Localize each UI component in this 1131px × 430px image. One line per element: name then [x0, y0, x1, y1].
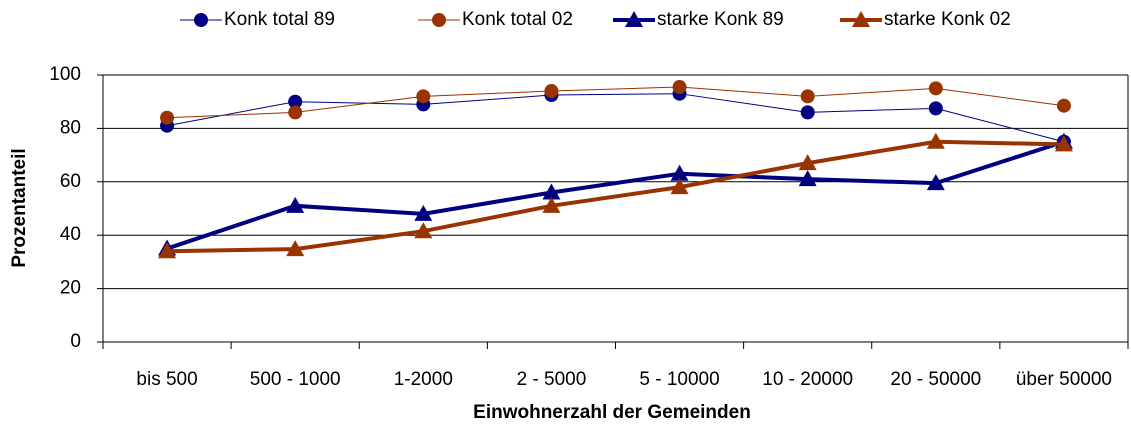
- data-point: [800, 89, 815, 104]
- legend-marker: [852, 11, 870, 27]
- data-point: [1054, 135, 1073, 152]
- y-tick-label: 20: [60, 278, 81, 299]
- series-line: [167, 139, 1064, 254]
- data-point: [414, 222, 433, 239]
- series-line: [167, 86, 1065, 119]
- y-axis-title: Prozentanteil: [9, 148, 30, 267]
- y-tick-label: 60: [60, 171, 81, 192]
- data-point: [798, 154, 817, 171]
- data-point: [288, 94, 303, 109]
- y-tick-label: 100: [49, 64, 81, 85]
- data-point: [1056, 98, 1071, 113]
- legend-label: starke Konk 02: [884, 9, 1011, 30]
- data-point: [798, 170, 817, 187]
- y-tick-label: 40: [60, 224, 81, 245]
- legend-marker: [432, 13, 446, 27]
- x-tick-label: 10 - 20000: [762, 369, 853, 390]
- x-tick-label: bis 500: [136, 369, 197, 390]
- data-point: [928, 101, 943, 116]
- data-point: [160, 110, 175, 125]
- data-point: [542, 183, 561, 200]
- series-line: [166, 93, 1065, 143]
- data-point: [928, 81, 943, 96]
- data-point: [544, 84, 559, 99]
- legend-label: Konk total 02: [462, 9, 573, 30]
- data-point: [158, 242, 177, 259]
- y-tick-label: 0: [70, 331, 81, 352]
- data-point: [926, 174, 945, 191]
- data-point: [926, 132, 945, 149]
- data-point: [288, 105, 303, 120]
- data-point: [800, 105, 815, 120]
- data-point: [286, 240, 305, 257]
- series-line: [166, 139, 1065, 251]
- data-point: [416, 89, 431, 104]
- data-point: [672, 80, 687, 95]
- x-tick-label: 1-2000: [394, 369, 453, 390]
- data-point: [670, 178, 689, 195]
- data-point: [414, 204, 433, 221]
- legend-marker: [194, 13, 208, 27]
- y-tick-label: 80: [60, 117, 81, 138]
- data-point: [670, 164, 689, 181]
- x-tick-label: 5 - 10000: [639, 369, 719, 390]
- x-axis-title: Einwohnerzahl der Gemeinden: [473, 402, 751, 423]
- x-tick-label: 500 - 1000: [250, 369, 341, 390]
- data-point: [542, 196, 561, 213]
- legend-label: Konk total 89: [224, 9, 335, 30]
- x-tick-label: 20 - 50000: [890, 369, 981, 390]
- legend-label: starke Konk 89: [657, 9, 784, 30]
- x-tick-label: über 50000: [1016, 369, 1112, 390]
- legend-marker: [625, 11, 643, 27]
- x-tick-label: 2 - 5000: [517, 369, 587, 390]
- data-point: [286, 196, 305, 213]
